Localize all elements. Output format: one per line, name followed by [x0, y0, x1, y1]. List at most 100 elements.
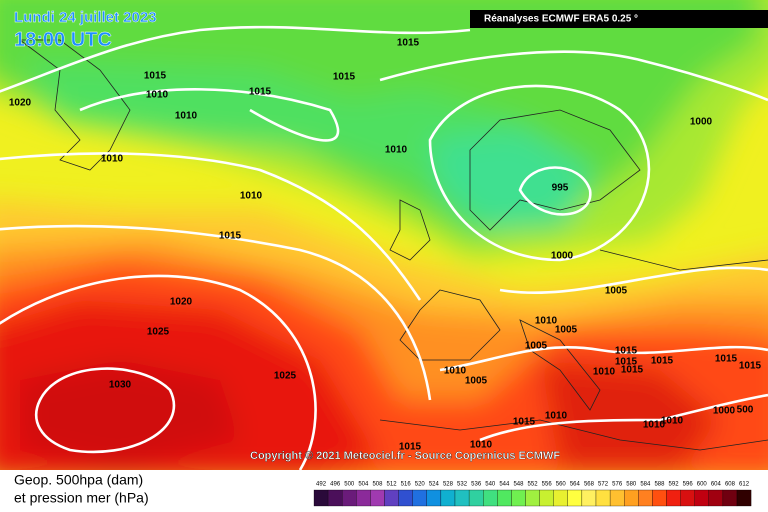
- colorbar-tick-label: 508: [372, 482, 383, 488]
- isobar-label: 1005: [605, 286, 628, 297]
- colorbar-tick-label: 600: [697, 482, 708, 488]
- colorbar-tick-label: 604: [711, 482, 722, 488]
- isobar-label: 1010: [175, 111, 198, 122]
- isobar-label: 1010: [146, 90, 169, 101]
- time-label: 18:00 UTC: [14, 29, 112, 51]
- isobar-label: 1000: [690, 117, 713, 128]
- colorbar-cell: [680, 489, 695, 507]
- isobar-label: 1010: [535, 316, 558, 327]
- colorbar-tick-label: 504: [358, 482, 369, 488]
- colorbar-cell: [384, 489, 399, 507]
- colorbar-cell: [356, 489, 371, 507]
- colorbar-tick-label: 584: [640, 482, 651, 488]
- colorbar-tick-label: 516: [401, 482, 412, 488]
- isobar-label: 1000: [551, 251, 574, 262]
- colorbar-tick-label: 580: [626, 482, 637, 488]
- colorbar-tick-label: 556: [542, 482, 553, 488]
- isobar-label: 1015: [615, 346, 638, 357]
- colorbar-cell: [440, 489, 456, 507]
- isobar-label: 1015: [249, 87, 272, 98]
- isobar-label: 1020: [9, 98, 32, 109]
- colorbar-tick-label: 608: [725, 482, 736, 488]
- colorbar-cell: [511, 489, 526, 507]
- colorbar-cell: [638, 489, 653, 507]
- isobar-label: 1020: [170, 297, 193, 308]
- colorbar-cell: [412, 489, 427, 507]
- isobar-label: 1010: [444, 366, 467, 377]
- colorbar-tick-label: 500: [344, 482, 355, 488]
- colorbar-cell: [539, 489, 554, 507]
- isobar-label: 1015: [651, 356, 674, 367]
- isobar-label: 1015: [397, 38, 420, 49]
- colorbar-cell: [525, 489, 540, 507]
- isobar-label: 1010: [470, 440, 493, 451]
- isobar-label: 1010: [101, 154, 124, 165]
- colorbar-tick-label: 552: [528, 482, 539, 488]
- colorbar-tick-label: 588: [654, 482, 665, 488]
- colorbar-tick-label: 540: [485, 482, 496, 488]
- isobar-label: 1015: [333, 72, 356, 83]
- isobar-label: 1030: [109, 380, 132, 391]
- isobar-label: 1010: [385, 145, 408, 156]
- colorbar-tick-label: 532: [457, 482, 468, 488]
- isobar-label: 1025: [147, 327, 170, 338]
- legend-title: Geop. 500hpa (dam): [14, 472, 143, 488]
- coastlines: [18, 39, 768, 451]
- colorbar-tick-label: 612: [739, 482, 750, 488]
- colorbar-tick-label: 512: [387, 482, 398, 488]
- isobar-label: 1010: [661, 416, 684, 427]
- legend-subtitle: et pression mer (hPa): [14, 490, 149, 506]
- isobar-label: 1010: [545, 411, 568, 422]
- colorbar-cell: [567, 489, 583, 507]
- colorbar-tick-label: 524: [429, 482, 440, 488]
- colorbar-cell: [468, 489, 484, 507]
- isobar-label: 1005: [465, 376, 488, 387]
- colorbar-cell: [370, 489, 385, 507]
- source-label: Réanalyses ECMWF ERA5 0.25 °: [484, 14, 638, 25]
- isobar-label: 1005: [525, 341, 548, 352]
- colorbar-cell: [497, 489, 512, 507]
- colorbar-cell: [313, 489, 329, 507]
- colorbar-cell: [553, 489, 568, 507]
- colorbar-cell: [624, 489, 639, 507]
- isobar-label: 1000: [713, 406, 736, 417]
- colorbar-cell: [327, 489, 343, 507]
- colorbar: 492 496 500 504 508 512 516 520 524 528 532 536 540 5…: [313, 482, 752, 507]
- isobar-label: 1010: [593, 367, 616, 378]
- colorbar-tick-label: 564: [570, 482, 581, 488]
- isobar-label: 1015: [621, 365, 644, 376]
- colorbar-cell: [609, 489, 625, 507]
- colorbar-tick-label: 560: [556, 482, 567, 488]
- isobar-label: 1015: [715, 354, 738, 365]
- isobar-label: 1015: [144, 71, 167, 82]
- isobar-label: 1015: [399, 442, 422, 453]
- colorbar-tick-label: 568: [584, 482, 595, 488]
- colorbar-tick-label: 520: [415, 482, 426, 488]
- colorbar-cell: [666, 489, 681, 507]
- colorbar-cell: [398, 489, 413, 507]
- colorbar-cell: [595, 489, 611, 507]
- colorbar-tick-label: 492: [316, 482, 327, 488]
- colorbar-tick-label: 528: [443, 482, 454, 488]
- isobar-label: 1005: [555, 325, 578, 336]
- colorbar-cell: [736, 489, 752, 507]
- colorbar-cell: [454, 489, 470, 507]
- colorbar-cell: [694, 489, 709, 507]
- isobar-label: 1015: [219, 231, 242, 242]
- isobar-label: 1010: [240, 191, 263, 202]
- colorbar-cell: [708, 489, 724, 507]
- source-banner: [470, 10, 768, 28]
- date-label: Lundi 24 juillet 2023: [14, 9, 157, 26]
- isobar-label: 1025: [274, 371, 297, 382]
- isobar-label: 1015: [615, 357, 638, 368]
- colorbar-cell: [483, 489, 498, 507]
- isobar-label: 995: [552, 183, 569, 194]
- colorbar-cell: [426, 489, 442, 507]
- isobar-label: 1015: [513, 417, 536, 428]
- isobars: [0, 25, 768, 470]
- isobar-label: 1010: [643, 420, 666, 431]
- colorbar-cell: [342, 489, 357, 507]
